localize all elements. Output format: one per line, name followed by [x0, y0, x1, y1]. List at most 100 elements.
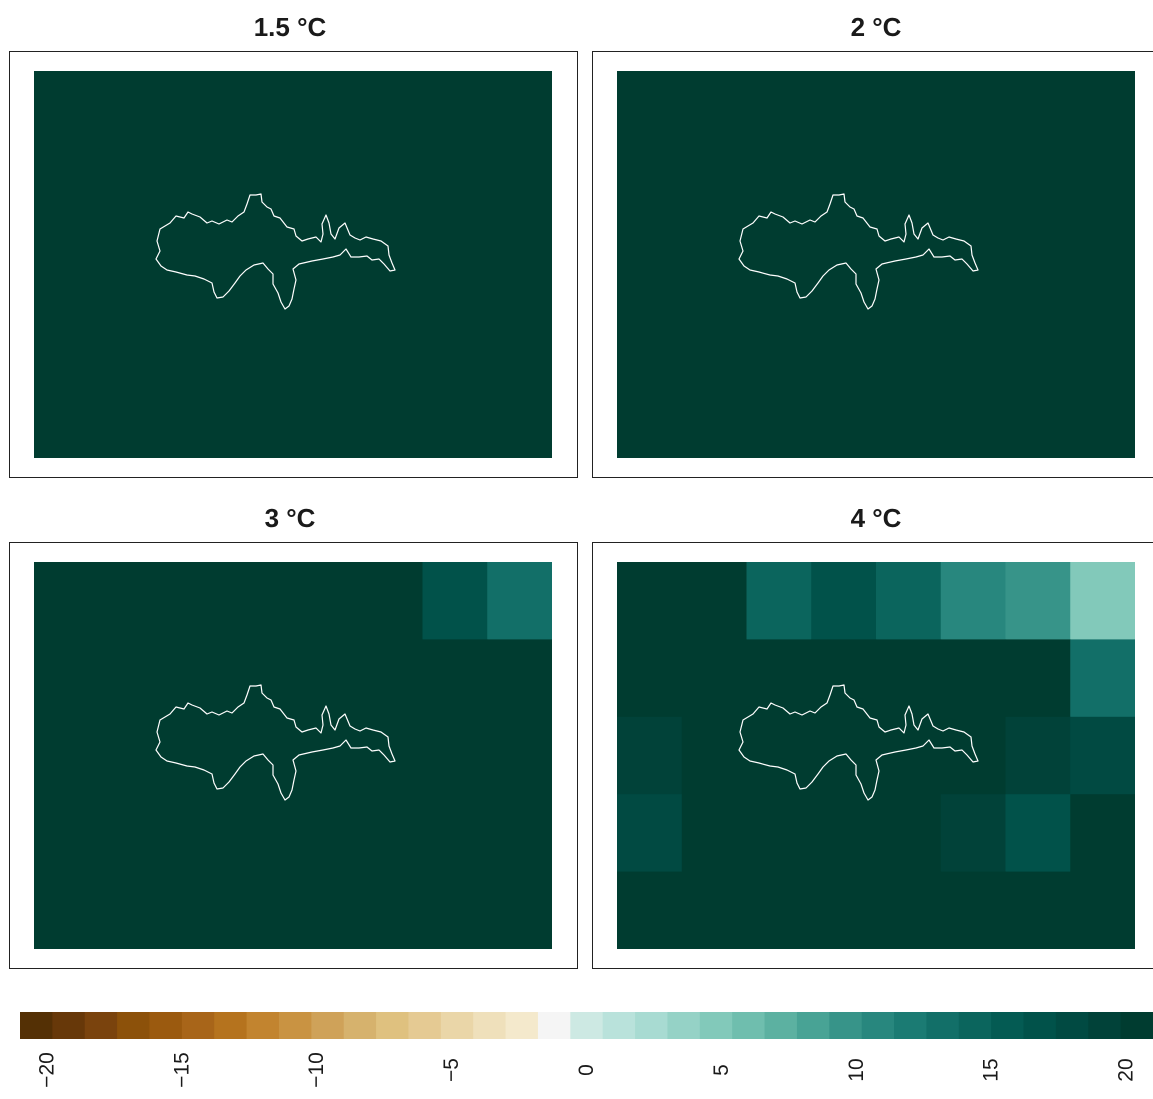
- colorbar-tick-label: 20: [1115, 1058, 1138, 1081]
- heatmap-cell: [228, 225, 294, 304]
- region-outline: [155, 193, 396, 310]
- heatmap-cell: [487, 871, 552, 949]
- heatmap-cell: [98, 148, 165, 227]
- heatmap-cell: [98, 71, 165, 149]
- heatmap-cell: [681, 148, 748, 227]
- heatmap-cell: [422, 871, 488, 949]
- colorbar-tick-label: −10: [305, 1052, 328, 1088]
- colorbar-tick-label: 10: [845, 1058, 868, 1081]
- heatmap-cell: [228, 71, 294, 149]
- colorbar-swatch: [278, 1012, 312, 1039]
- heatmap-cell: [163, 716, 229, 795]
- heatmap-cell: [98, 562, 165, 640]
- colorbar-tick-label: −20: [36, 1052, 59, 1088]
- heatmap-cell: [163, 794, 229, 873]
- heatmap-cell: [228, 380, 294, 458]
- colorbar-swatch: [473, 1012, 507, 1039]
- heatmap-cell: [34, 380, 100, 458]
- heatmap-cell: [876, 71, 942, 149]
- heatmap-cell: [293, 639, 359, 718]
- heatmap-cell: [1005, 225, 1071, 304]
- heatmap-cell: [357, 639, 424, 718]
- colorbar-swatch: [635, 1012, 668, 1039]
- colorbar-swatch: [149, 1012, 183, 1039]
- heatmap-cell: [357, 71, 424, 149]
- heatmap-cell: [1005, 716, 1071, 795]
- heatmap-cell: [422, 794, 488, 873]
- colorbar-tick-label: −15: [170, 1052, 193, 1088]
- colorbar-swatch: [214, 1012, 248, 1039]
- heatmap-cell: [1070, 639, 1135, 718]
- colorbar-swatch: [117, 1012, 150, 1039]
- colorbar-swatch: [343, 1012, 377, 1039]
- heatmap-cell: [487, 562, 552, 640]
- heatmap-cell: [163, 148, 229, 227]
- heatmap-cell: [487, 716, 552, 795]
- heatmap-cell: [811, 562, 877, 640]
- heatmap-cell: [940, 303, 1007, 382]
- heatmap-cell: [293, 225, 359, 304]
- heatmap-cell: [681, 562, 748, 640]
- heatmap-cell: [357, 225, 424, 304]
- heatmap-cell: [163, 380, 229, 458]
- heatmap-cell: [357, 871, 424, 949]
- heatmap-cell: [34, 562, 100, 640]
- heatmap-cell: [228, 794, 294, 873]
- heatmap-cell: [293, 148, 359, 227]
- heatmap-cell: [228, 716, 294, 795]
- heatmap-cell: [876, 562, 942, 640]
- heatmap-cell: [487, 148, 552, 227]
- heatmap-cell: [940, 380, 1007, 458]
- heatmap-cell: [1005, 562, 1071, 640]
- colorbar-swatch: [246, 1012, 280, 1039]
- heatmap-cell: [228, 303, 294, 382]
- colorbar-swatch: [699, 1012, 733, 1039]
- heatmap-cell: [681, 225, 748, 304]
- heatmap-cell: [876, 639, 942, 718]
- colorbar-swatch: [991, 1012, 1025, 1039]
- heatmap-cell: [1005, 303, 1071, 382]
- heatmap-cell: [1005, 794, 1071, 873]
- heatmap-cell: [811, 716, 877, 795]
- heatmap-cell: [422, 716, 488, 795]
- heatmap-cell: [1070, 303, 1135, 382]
- heatmap-cell: [746, 225, 812, 304]
- heatmap-1: [34, 71, 552, 458]
- heatmap-4: [617, 562, 1135, 949]
- heatmap-cell: [617, 794, 683, 873]
- heatmap-cell: [422, 71, 488, 149]
- heatmap-cell: [940, 716, 1007, 795]
- heatmap-cell: [422, 148, 488, 227]
- heatmap-cell: [1070, 148, 1135, 227]
- colorbar-swatch: [376, 1012, 409, 1039]
- heatmap-cell: [487, 71, 552, 149]
- colorbar-swatch: [52, 1012, 86, 1039]
- heatmap-cell: [1005, 380, 1071, 458]
- heatmap-cell: [293, 71, 359, 149]
- heatmap-cell: [357, 562, 424, 640]
- colorbar-swatch: [764, 1012, 798, 1039]
- colorbar-tick-label: 15: [980, 1058, 1003, 1081]
- heatmap-cell: [98, 871, 165, 949]
- region-outline: [155, 684, 396, 801]
- colorbar-swatch: [667, 1012, 701, 1039]
- colorbar-swatch: [20, 1012, 53, 1039]
- heatmap-cell: [293, 716, 359, 795]
- heatmap-cell: [163, 639, 229, 718]
- heatmap-cell: [746, 871, 812, 949]
- heatmap-cell: [876, 303, 942, 382]
- panel-title-1: 1.5 °C: [253, 12, 327, 42]
- heatmap-cell: [1070, 871, 1135, 949]
- heatmap-2: [617, 71, 1135, 458]
- heatmap-cell: [811, 225, 877, 304]
- heatmap-cell: [681, 303, 748, 382]
- heatmap-cell: [811, 871, 877, 949]
- colorbar-swatch: [408, 1012, 442, 1039]
- heatmap-cell: [940, 871, 1007, 949]
- heatmap-cell: [617, 303, 683, 382]
- heatmap-cell: [293, 871, 359, 949]
- heatmap-cell: [1005, 148, 1071, 227]
- colorbar-swatch: [570, 1012, 604, 1039]
- heatmap-cell: [746, 794, 812, 873]
- colorbar-tick-label: 0: [575, 1064, 598, 1076]
